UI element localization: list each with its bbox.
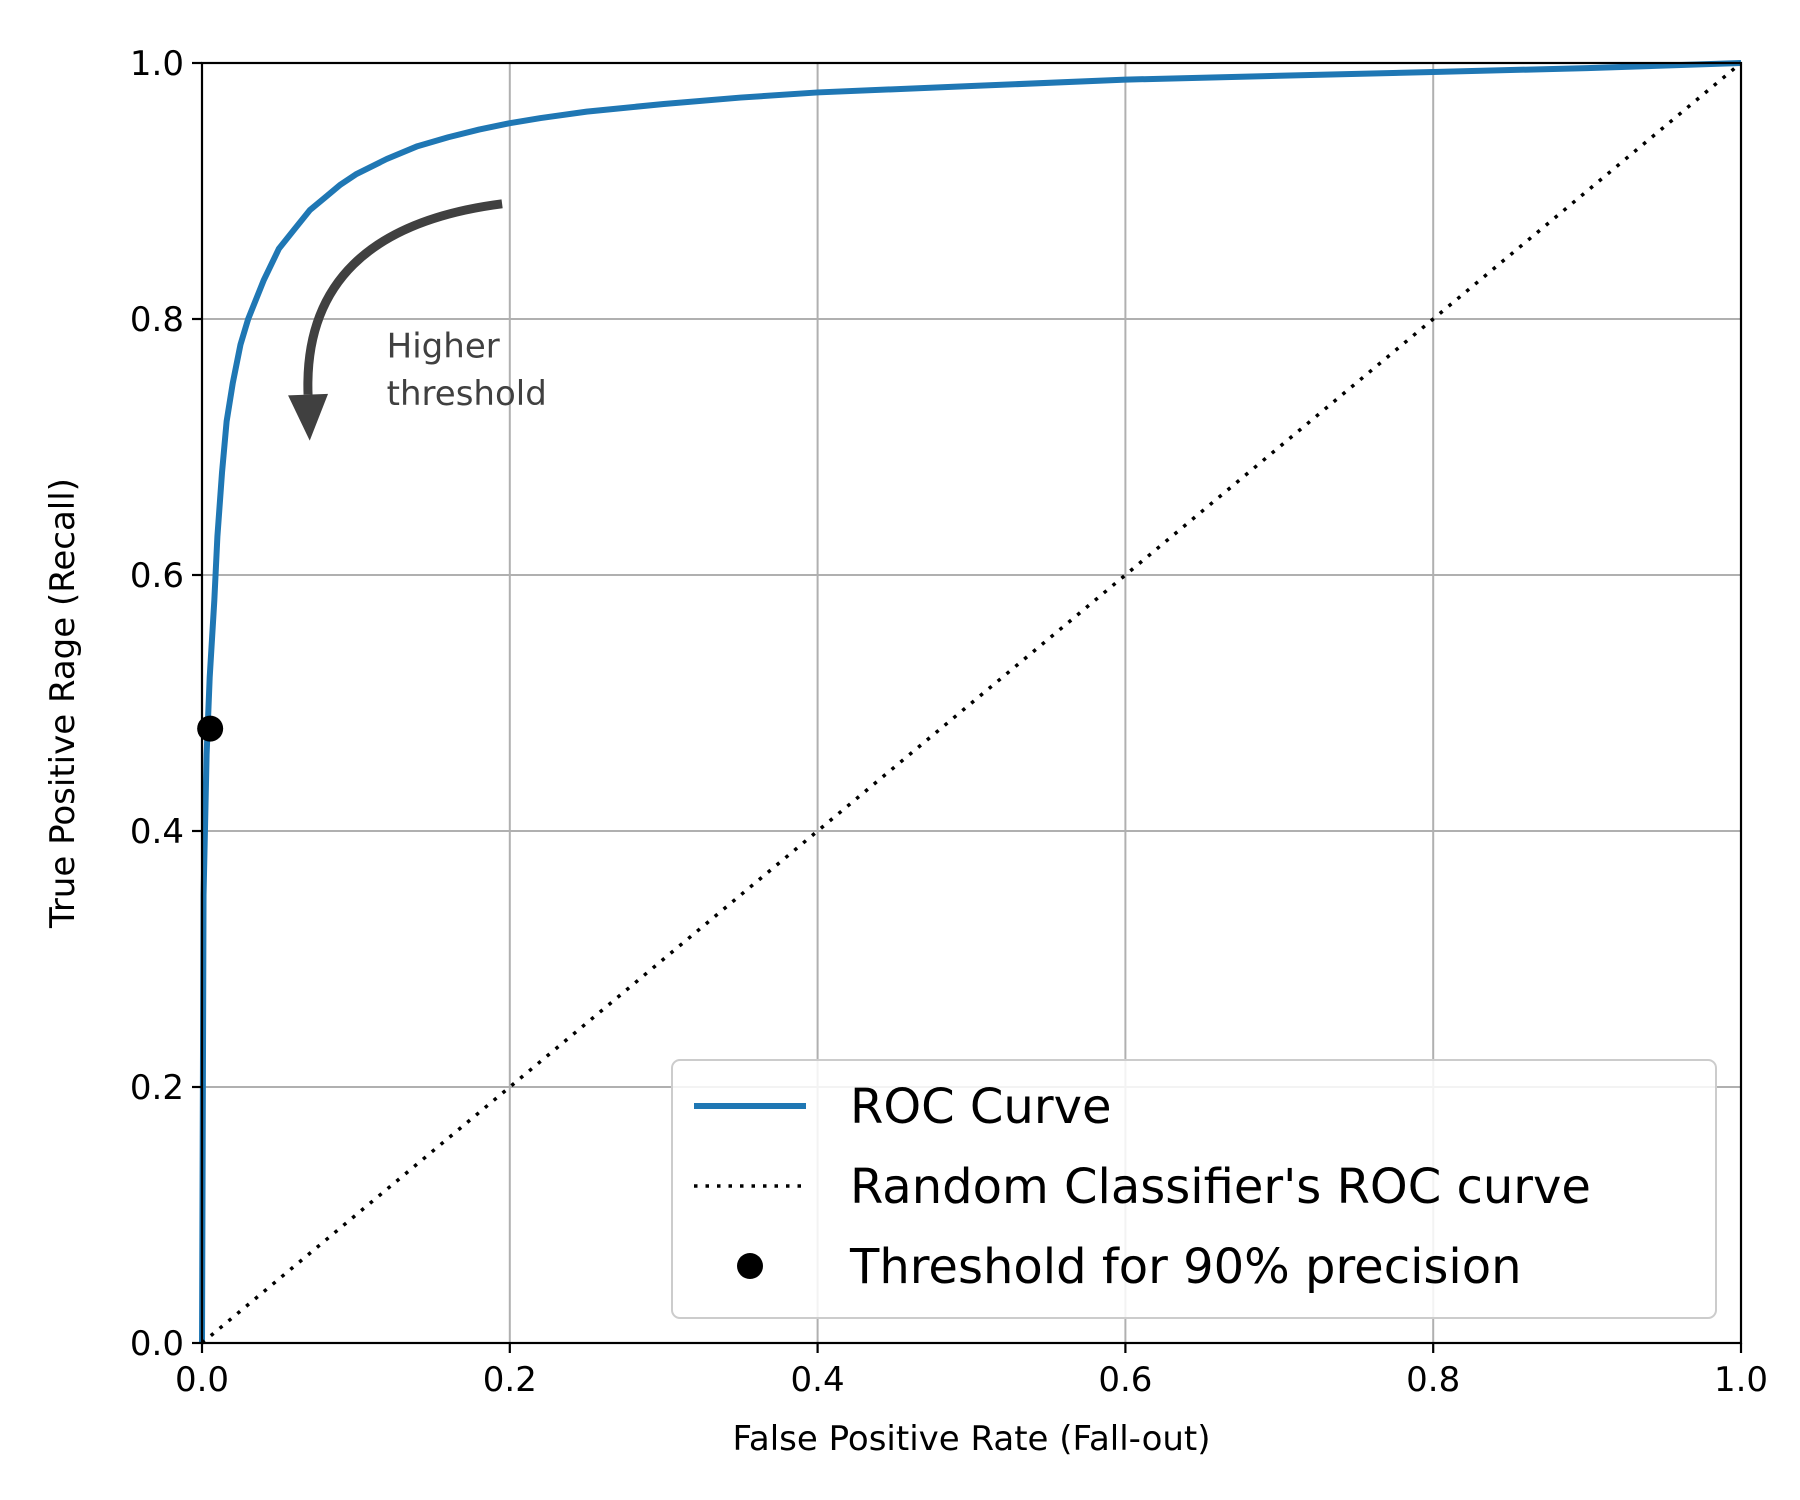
x-tick-label: 0.2	[483, 1360, 537, 1400]
annotation-text-line: threshold	[387, 374, 547, 414]
x-tick-label: 0.4	[791, 1360, 845, 1400]
roc-curve-line	[199, 60, 1742, 1344]
x-axis-label: False Positive Rate (Fall-out)	[732, 1419, 1210, 1459]
annotation-arrow-shaft	[303, 199, 503, 395]
x-tick-label: 0.0	[175, 1360, 229, 1400]
legend: ROC Curve Random Classifier's ROC curve …	[671, 1059, 1717, 1319]
y-tick-label: 0.4	[130, 812, 184, 852]
annotation-layer: Higher threshold	[288, 199, 547, 441]
tick-layer: 0.0 0.2 0.4 0.6 0.8 1.0 0.0 0.2 0.4 0.6 0.8 1.0	[130, 44, 1768, 1400]
threshold-point	[197, 715, 224, 742]
series-layer	[197, 60, 1743, 1345]
y-tick-label: 0.2	[130, 1068, 184, 1108]
legend-roc-label: ROC Curve	[850, 1079, 1112, 1135]
random-classifier-line	[200, 61, 1743, 1345]
y-tick-label: 0.6	[130, 556, 184, 596]
x-tick-label: 0.8	[1406, 1360, 1460, 1400]
x-tick-label: 0.6	[1098, 1360, 1152, 1400]
plot-frame	[200, 61, 1743, 1345]
legend-threshold-marker	[737, 1253, 763, 1279]
y-tick-label: 1.0	[130, 44, 184, 84]
x-tick-label: 1.0	[1714, 1360, 1768, 1400]
y-tick-label: 0.0	[130, 1324, 184, 1364]
y-tick-label: 0.8	[130, 300, 184, 340]
annotation-arrow-head	[288, 393, 329, 441]
legend-box	[671, 1059, 1717, 1319]
y-axis-label: True Positive Rage (Recall)	[43, 478, 83, 929]
legend-threshold-label: Threshold for 90% precision	[849, 1239, 1522, 1295]
legend-random-label: Random Classifier's ROC curve	[850, 1159, 1591, 1215]
annotation-text-line: Higher	[387, 326, 500, 366]
